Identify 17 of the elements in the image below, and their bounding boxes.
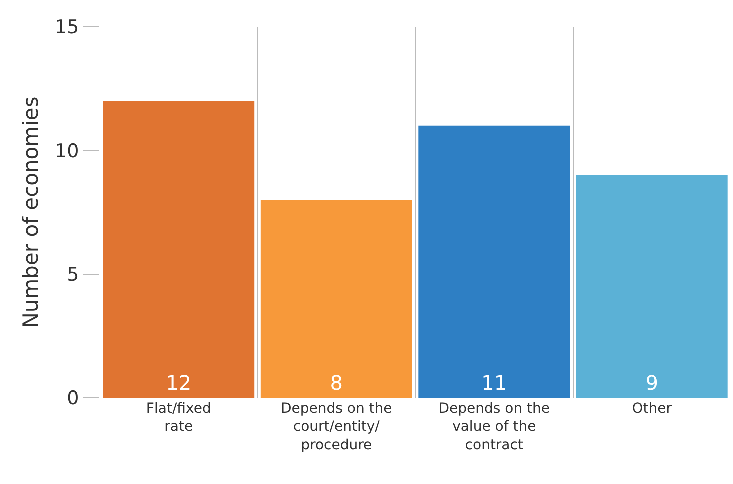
y-axis-title: Number of economies <box>19 96 44 328</box>
bar <box>103 101 255 398</box>
data-label: 11 <box>482 371 508 395</box>
bar <box>418 126 570 398</box>
bar <box>260 200 412 398</box>
x-tick-label: Depends on the value of the contract <box>438 401 550 454</box>
x-tick-label: Other <box>632 401 672 417</box>
x-tick-label: Depends on the court/entity/procedure <box>280 401 392 454</box>
data-label: 12 <box>166 371 192 395</box>
bar <box>576 175 728 398</box>
y-tick-label: 0 <box>67 388 80 410</box>
x-tick-label: Flat/fixed rate <box>146 401 212 436</box>
data-label: 9 <box>646 371 658 395</box>
data-label: 8 <box>330 371 343 395</box>
y-tick-label: 15 <box>55 16 80 39</box>
y-tick-label: 10 <box>55 140 80 162</box>
y-tick-label: 5 <box>67 264 80 286</box>
